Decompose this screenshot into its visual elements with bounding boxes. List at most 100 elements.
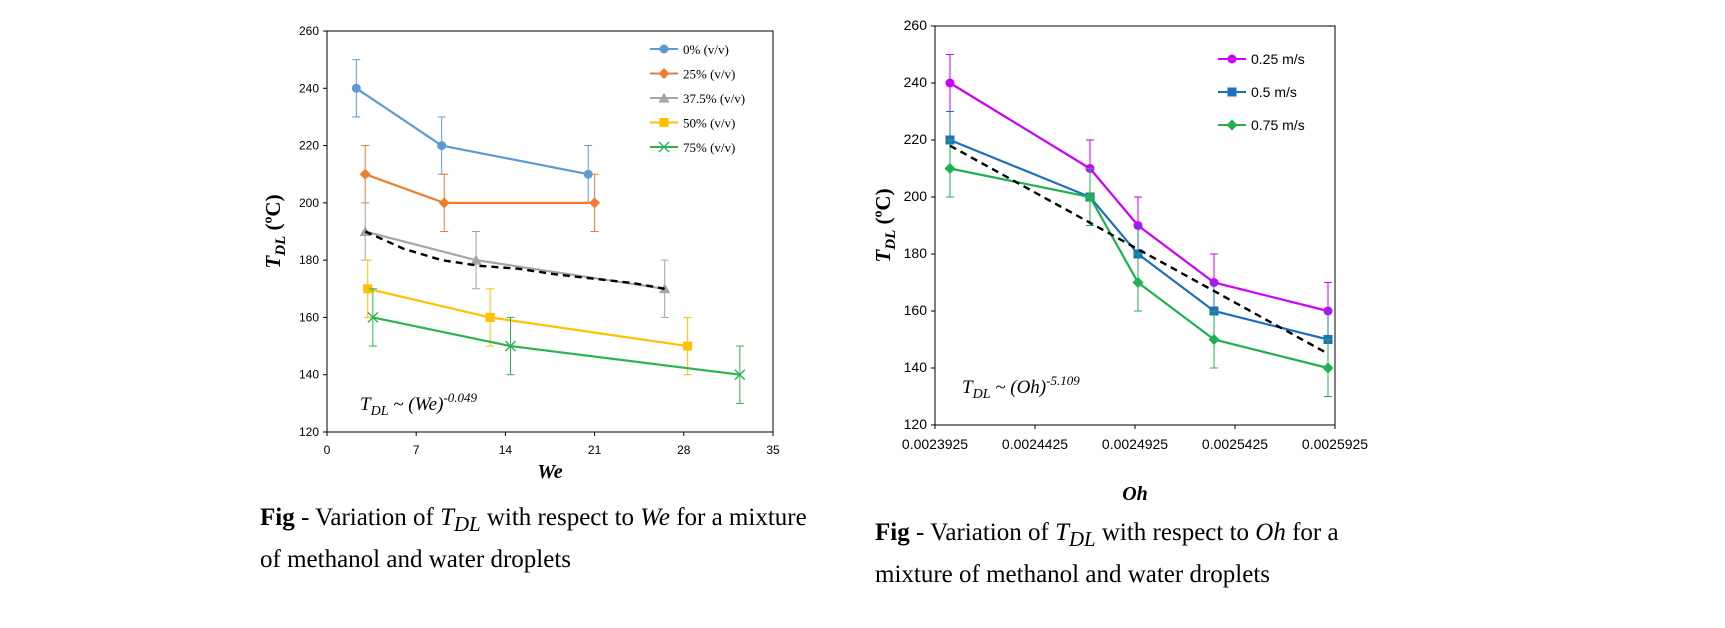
- caption-subscript: DL: [1068, 527, 1096, 551]
- caption-text: with respect to: [1095, 519, 1256, 546]
- y-tick-label: 160: [299, 310, 319, 324]
- series-line: [949, 167, 1329, 370]
- left-figure: 120 140 160 180 200 220 240 260 0 7 14 21 28 35 We TDL …: [0, 0, 860, 628]
- y-tick-label: 220: [299, 139, 319, 153]
- data-point: [944, 163, 956, 174]
- data-point: [1208, 334, 1220, 345]
- legend-marker: [658, 92, 670, 103]
- legend-label: 0.5 m/s: [1251, 84, 1297, 100]
- x-tick-label: 0.0024925: [1102, 436, 1168, 452]
- x-tick-label: 35: [766, 443, 780, 457]
- x-axis-label: Oh: [1122, 483, 1148, 505]
- legend-marker: [1226, 119, 1238, 131]
- data-point: [589, 197, 601, 209]
- series-1: [359, 145, 601, 232]
- data-point: [1084, 191, 1096, 203]
- legend-marker: [1227, 87, 1237, 97]
- caption-text: for a mixture of methanol and water drop…: [260, 504, 807, 573]
- data-point: [437, 141, 447, 151]
- x-tick-label: 0.0025425: [1202, 436, 1268, 452]
- data-point: [1322, 362, 1334, 374]
- series-line: [355, 87, 589, 176]
- y-tick-label: 120: [904, 416, 928, 432]
- chart-oh: 120 140 160 180 200 220 240 260 0.0023925 0.00244…: [871, 17, 1368, 505]
- caption-text: - Variation of: [909, 519, 1056, 546]
- x-axis-label: We: [537, 461, 562, 483]
- caption-variable-oh: Oh: [1255, 519, 1286, 546]
- data-point: [683, 341, 693, 351]
- legend-marker: [1227, 54, 1237, 64]
- legend-label: 0% (v/v): [683, 42, 729, 57]
- caption-fig-label: Fig: [875, 519, 910, 546]
- y-tick-label: 120: [299, 425, 319, 439]
- legend-label: 0.75 m/s: [1251, 117, 1305, 133]
- caption-variable-we: We: [640, 504, 670, 531]
- fit-equation: TDL ~ (We)-0.049: [360, 390, 478, 419]
- data-point: [734, 369, 746, 381]
- caption-variable: T: [1055, 519, 1069, 546]
- y-axis-label: TDL (ºC): [871, 188, 899, 262]
- caption-left: Fig - Variation of TDL with respect to W…: [260, 500, 820, 577]
- legend-label: 75% (v/v): [683, 140, 735, 155]
- data-point: [351, 83, 361, 93]
- series-4: [367, 288, 746, 404]
- legend-label: 37.5% (v/v): [683, 91, 745, 106]
- data-point: [583, 169, 593, 179]
- x-tick-label: 7: [413, 443, 420, 457]
- y-tick-label: 240: [299, 81, 319, 95]
- legend-marker: [659, 44, 669, 54]
- y-tick-label: 200: [299, 196, 319, 210]
- series-line: [949, 138, 1329, 341]
- data-point: [505, 340, 516, 352]
- x-tick-label: 28: [677, 443, 691, 457]
- right-figure: 120 140 160 180 200 220 240 260 0.0023925 0.00244…: [860, 0, 1725, 628]
- legend-marker: [659, 118, 669, 127]
- series-line: [367, 287, 688, 348]
- series-0: [351, 59, 593, 204]
- caption-right: Fig - Variation of TDL with respect to O…: [875, 515, 1355, 592]
- y-tick-label: 140: [904, 359, 928, 375]
- caption-text: - Variation of: [294, 504, 441, 531]
- legend-marker: [658, 68, 670, 79]
- data-point: [367, 311, 379, 323]
- x-tick-label: 0.0024425: [1002, 436, 1068, 452]
- x-tick-label: 14: [499, 443, 513, 457]
- caption-fig-label: Fig: [260, 504, 295, 531]
- data-point: [945, 78, 955, 88]
- data-point: [470, 254, 482, 265]
- plot-area: [326, 30, 774, 433]
- fit-line: [364, 230, 665, 290]
- y-tick-label: 200: [904, 188, 928, 204]
- fit-equation: TDL ~ (Oh)-5.109: [962, 373, 1080, 402]
- series-2: [944, 139, 1334, 397]
- data-point: [438, 197, 450, 209]
- series-line: [364, 230, 665, 290]
- y-tick-label: 240: [904, 74, 928, 90]
- legend-label: 50% (v/v): [683, 116, 735, 131]
- legend-marker: [658, 141, 670, 153]
- caption-subscript: DL: [453, 512, 481, 536]
- y-tick-label: 260: [904, 17, 928, 33]
- legend-label: 25% (v/v): [683, 67, 735, 82]
- caption-text: with respect to: [480, 504, 641, 531]
- y-tick-label: 180: [904, 245, 928, 261]
- x-tick-label: 21: [588, 443, 602, 457]
- series-line: [364, 173, 595, 204]
- caption-variable: T: [440, 504, 454, 531]
- series-1: [945, 111, 1333, 369]
- chart-we: 120 140 160 180 200 220 240 260 0 7 14 21 28 35 We TDL …: [261, 24, 780, 483]
- y-axis-label: TDL (ºC): [261, 194, 289, 268]
- y-tick-label: 260: [299, 24, 319, 38]
- y-tick-label: 220: [904, 131, 928, 147]
- y-tick-label: 160: [904, 302, 928, 318]
- legend-label: 0.25 m/s: [1251, 51, 1305, 67]
- data-point: [359, 168, 371, 180]
- x-tick-label: 0.0023925: [902, 436, 968, 452]
- y-tick-label: 180: [299, 253, 319, 267]
- data-point: [1132, 277, 1144, 288]
- y-tick-label: 140: [299, 368, 319, 382]
- data-point: [363, 284, 373, 294]
- series-2: [359, 202, 671, 318]
- caption-text: for a mixture of methanol and water drop…: [875, 519, 1339, 588]
- x-tick-label: 0.0025925: [1302, 436, 1368, 452]
